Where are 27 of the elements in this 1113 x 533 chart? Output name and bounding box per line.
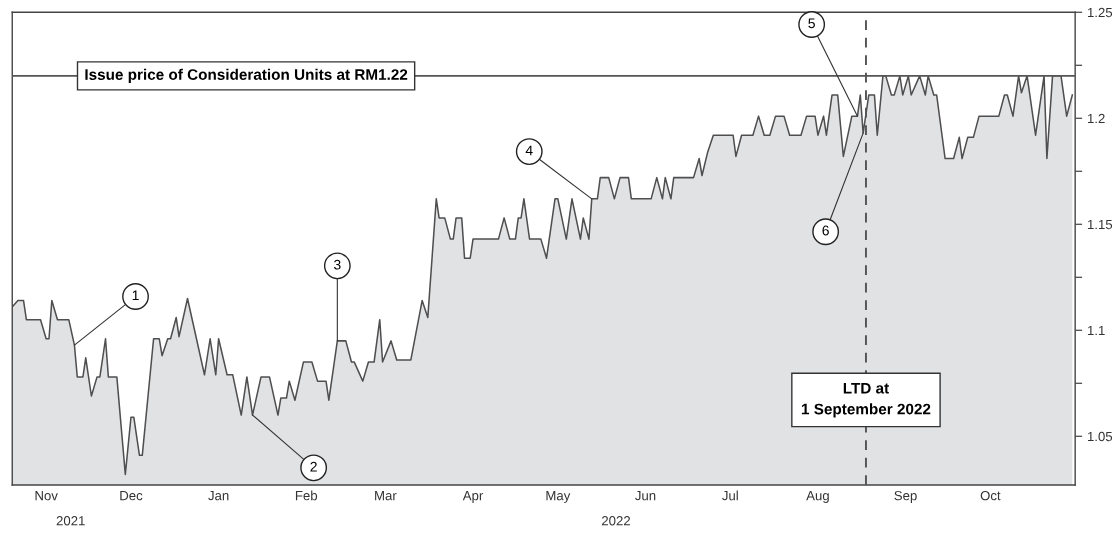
y-tick-label: 1.25 (1087, 7, 1113, 18)
x-tick-label: Aug (806, 491, 829, 503)
x-tick-label: Dec (120, 491, 143, 501)
x-tick-label: Nov (35, 491, 58, 501)
ref-line-label: LTD at 1 September 2022 (801, 382, 931, 418)
y-tick-label: 1.15 (1087, 219, 1113, 230)
annotation: 3 (334, 259, 341, 270)
annotation: 2 (310, 461, 317, 472)
y-tick-label: 1.1 (1087, 325, 1105, 336)
annotation: 1 (132, 290, 139, 301)
annotation: 5 (808, 18, 815, 29)
x-tick-label: Jun (635, 491, 656, 501)
x-tick-label: Jul (722, 490, 738, 501)
x-tick-label: Apr (462, 491, 484, 503)
x-tick-label: May (546, 491, 571, 503)
x-tick-label: Feb (295, 490, 318, 501)
text: 2021 (56, 516, 85, 526)
x-tick-label: Oct (980, 490, 1001, 501)
y-tick-label: 1.2 (1087, 113, 1105, 124)
x-tick-label: Jan (208, 491, 229, 501)
ref-line-label: Issue price of Consideration Units at RM1.22 (85, 68, 408, 83)
y-tick-label: 1.05 (1087, 431, 1113, 442)
annotation: 6 (822, 225, 829, 236)
annotation: 4 (525, 145, 533, 156)
x-tick-label: Mar (375, 491, 397, 501)
x-tick-label: Sep (894, 490, 917, 503)
text: 2022 (601, 516, 630, 526)
